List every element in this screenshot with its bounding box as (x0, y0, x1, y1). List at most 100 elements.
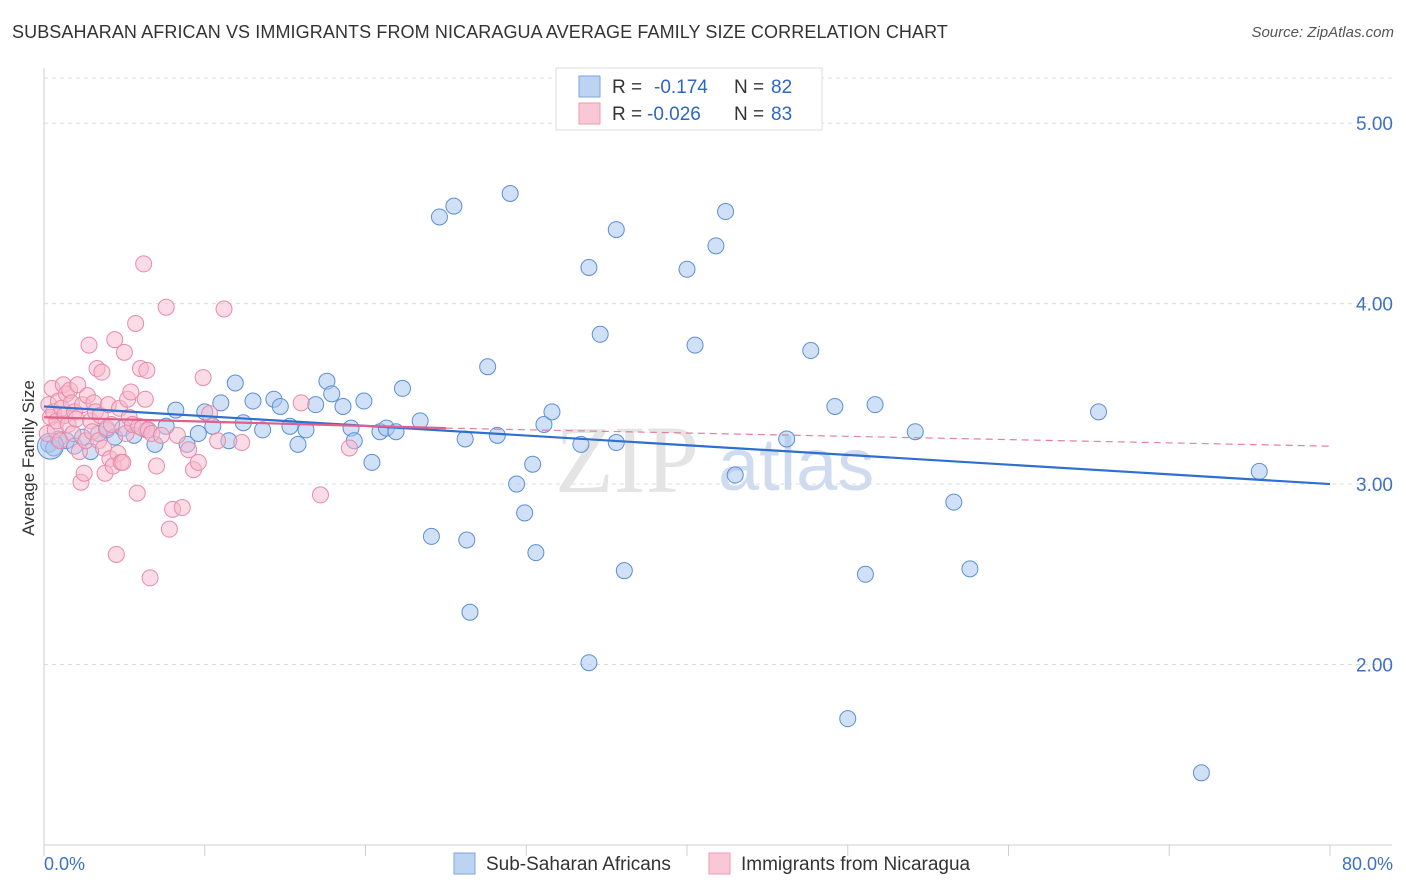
data-point-blue (856, 565, 874, 583)
data-point-blue (456, 430, 474, 448)
data-point-blue (607, 434, 625, 452)
data-point-blue (323, 385, 341, 403)
data-point-pink (69, 376, 87, 394)
data-point-blue (945, 493, 963, 511)
data-point-blue (307, 396, 325, 414)
data-point-blue (543, 403, 561, 421)
legend-n-value-blue: 82 (771, 77, 792, 98)
series-immigrants-from-nicaragua (38, 255, 358, 587)
data-point-pink (168, 426, 186, 444)
legend-bottom-label-blue: Sub-Saharan Africans (486, 854, 671, 875)
data-point-blue (458, 531, 476, 549)
data-point-blue (802, 342, 820, 360)
y-axis-label: Average Family Size (19, 380, 38, 536)
data-point-blue (535, 416, 553, 434)
data-point-blue (717, 203, 735, 221)
data-point-pink (311, 486, 329, 504)
data-point-pink (160, 520, 178, 538)
watermark: ZIP atlas (555, 406, 874, 513)
data-point-blue (226, 374, 244, 392)
data-point-pink (292, 394, 310, 412)
data-point-blue (1250, 462, 1268, 480)
data-point-pink (201, 405, 219, 423)
data-point-blue (906, 423, 924, 441)
data-point-blue (516, 504, 534, 522)
grid (44, 77, 1392, 666)
data-point-pink (122, 383, 140, 401)
data-point-blue (422, 527, 440, 545)
data-point-pink (115, 343, 133, 361)
trend-line-pink (43, 416, 446, 430)
data-point-blue (1090, 403, 1108, 421)
data-point-blue (271, 397, 289, 415)
data-point-blue (393, 379, 411, 397)
data-point-pink (136, 390, 154, 408)
watermark-zip: ZIP (555, 406, 699, 513)
y-tick-label: 3.00 (1356, 475, 1393, 496)
data-point-blue (591, 325, 609, 343)
data-point-blue (334, 397, 352, 415)
data-point-blue (678, 260, 696, 278)
data-point-pink (189, 453, 207, 471)
data-point-pink (340, 439, 358, 457)
data-point-pink (194, 369, 212, 387)
data-point-pink (233, 434, 251, 452)
data-point-pink (173, 499, 191, 517)
data-point-blue (363, 453, 381, 471)
data-point-blue (839, 710, 857, 728)
data-point-blue (726, 466, 744, 484)
data-point-pink (180, 441, 198, 459)
legend-bottom: Sub-Saharan Africans Immigrants from Nic… (453, 852, 971, 875)
data-point-blue (778, 430, 796, 448)
data-point-pink (114, 453, 132, 471)
data-point-blue (355, 392, 373, 410)
source-label: Source: ZipAtlas.com (1251, 24, 1394, 41)
legend-bottom-label-pink: Immigrants from Nicaragua (741, 854, 971, 875)
data-point-blue (212, 394, 230, 412)
x-tick-label: 80.0% (1342, 854, 1393, 874)
data-point-pink (209, 432, 227, 450)
chart-title: SUBSAHARAN AFRICAN VS IMMIGRANTS FROM NI… (12, 22, 948, 42)
data-point-blue (1192, 764, 1210, 782)
tick-labels: 2.00 3.00 4.00 5.00 0.0% 80.0% (44, 114, 1393, 874)
data-point-pink (80, 336, 98, 354)
data-point-blue (524, 455, 542, 473)
data-point-blue (527, 544, 545, 562)
data-point-pink (107, 545, 125, 563)
data-point-blue (707, 237, 725, 255)
data-point-pink (215, 300, 233, 318)
data-point-pink (141, 569, 159, 587)
data-point-blue (572, 435, 590, 453)
legend-n-label-pink: N = (734, 104, 764, 125)
data-point-pink (93, 363, 111, 381)
legend-top: R = -0.174 N = 82 R = -0.026 N = 83 (555, 67, 823, 131)
data-point-pink (148, 457, 166, 475)
data-point-pink (152, 426, 170, 444)
data-point-blue (479, 358, 497, 376)
data-point-blue (501, 185, 519, 203)
legend-bottom-swatch-pink (708, 852, 731, 875)
data-point-pink (106, 331, 124, 349)
legend-r-value-pink: -0.026 (647, 104, 701, 125)
data-point-blue (289, 435, 307, 453)
data-point-pink (75, 464, 93, 482)
legend-r-label-pink: R = (612, 104, 642, 125)
data-point-pink (138, 361, 156, 379)
trend-line-pink-extension (445, 427, 1331, 447)
data-point-blue (244, 392, 262, 410)
y-tick-label: 5.00 (1356, 114, 1393, 135)
legend-n-value-pink: 83 (771, 104, 792, 125)
data-point-blue (686, 336, 704, 354)
y-tick-label: 2.00 (1356, 656, 1393, 677)
data-point-blue (826, 397, 844, 415)
data-point-pink (127, 314, 145, 332)
data-point-blue (615, 562, 633, 580)
data-point-blue (189, 425, 207, 443)
data-point-blue (508, 475, 526, 493)
trend-line-blue (43, 405, 1331, 486)
data-point-pink (103, 416, 121, 434)
data-point-blue (445, 197, 463, 215)
data-point-pink (128, 484, 146, 502)
y-tick-label: 4.00 (1356, 295, 1393, 316)
